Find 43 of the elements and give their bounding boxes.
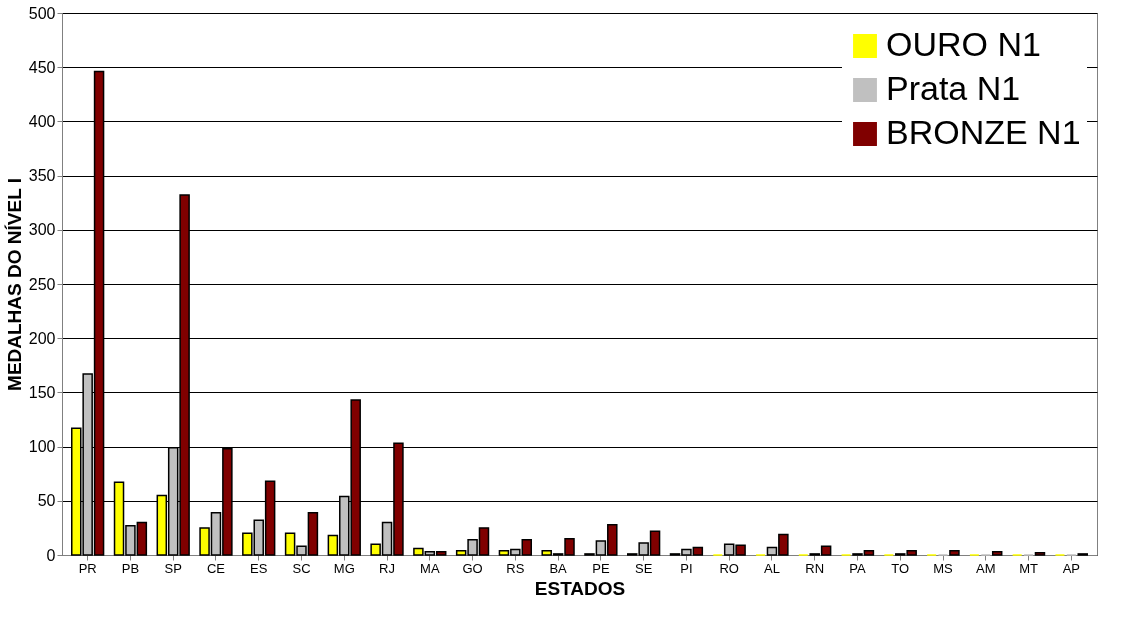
bar xyxy=(991,551,1003,556)
x-tick-label: CE xyxy=(206,560,226,576)
y-tick-label: 450 xyxy=(28,58,56,76)
x-tick-label: PA xyxy=(849,560,867,576)
x-tick-label: MS xyxy=(933,560,954,576)
x-tick-label: RN xyxy=(805,560,825,576)
legend-label: BRONZE N1 xyxy=(886,113,1081,151)
y-tick-label: 0 xyxy=(46,546,56,564)
x-tick-label: PB xyxy=(121,560,140,576)
bar xyxy=(949,549,960,556)
y-tick-label: 50 xyxy=(37,492,56,510)
y-tick-label: 500 xyxy=(28,4,56,22)
y-tick-label: 300 xyxy=(28,221,56,239)
x-tick-label: ES xyxy=(250,560,268,576)
x-tick-label: MT xyxy=(1019,560,1039,576)
x-tick-label: PI xyxy=(680,560,693,576)
x-tick-label: RJ xyxy=(379,560,395,576)
y-tick-label: 200 xyxy=(28,329,56,347)
x-tick-label: PE xyxy=(592,560,610,576)
x-tick-label: MG xyxy=(333,560,355,576)
x-tick-label: AP xyxy=(1062,560,1081,576)
x-tick-label: GO xyxy=(462,560,483,576)
x-tick-label: MA xyxy=(420,560,440,576)
x-tick-label: SE xyxy=(634,560,653,576)
x-tick-label: BA xyxy=(549,560,568,576)
y-tick-label: 350 xyxy=(28,167,56,185)
x-tick-label: RS xyxy=(506,560,525,576)
x-tick-label: RO xyxy=(719,560,739,576)
legend-label: Prata N1 xyxy=(886,69,1021,107)
x-axis-title: ESTADOS xyxy=(534,577,626,599)
x-tick-label: AM xyxy=(976,560,996,576)
y-tick-label: 100 xyxy=(28,438,56,456)
x-tick-label: TO xyxy=(891,560,910,576)
x-tick-label: SP xyxy=(164,560,182,576)
y-tick-label: 150 xyxy=(28,383,56,401)
bar xyxy=(1034,552,1046,556)
legend-label: OURO N1 xyxy=(886,25,1041,63)
x-tick-label: AL xyxy=(764,560,780,576)
x-tick-label: PR xyxy=(78,560,97,576)
y-tick-label: 400 xyxy=(28,112,56,130)
x-tick-label: SC xyxy=(292,560,311,576)
y-tick-label: 250 xyxy=(28,275,56,293)
y-axis-title: MEDALHAS DO NÍVEL I xyxy=(3,178,25,391)
